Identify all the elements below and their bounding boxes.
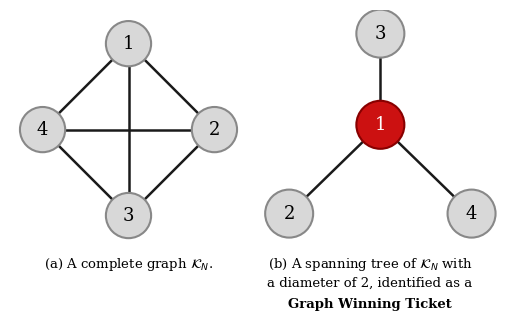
Text: (b) A spanning tree of $\mathcal{K}_N$ with: (b) A spanning tree of $\mathcal{K}_N$ w…: [268, 256, 472, 273]
Text: 4: 4: [37, 121, 48, 139]
Text: 1: 1: [123, 35, 134, 53]
Text: 2: 2: [284, 204, 295, 223]
Circle shape: [265, 189, 313, 237]
Text: 3: 3: [123, 206, 134, 225]
Text: 1: 1: [375, 116, 386, 134]
Circle shape: [106, 21, 151, 66]
Text: (a) A complete graph $\mathcal{K}_N$.: (a) A complete graph $\mathcal{K}_N$.: [44, 256, 213, 273]
Text: a diameter of 2, identified as a: a diameter of 2, identified as a: [267, 277, 473, 290]
Text: 3: 3: [375, 25, 386, 43]
Text: Graph Winning Ticket: Graph Winning Ticket: [288, 298, 452, 311]
Text: 4: 4: [466, 204, 477, 223]
Circle shape: [20, 107, 65, 152]
Circle shape: [448, 189, 495, 237]
Text: 2: 2: [209, 121, 220, 139]
Circle shape: [106, 193, 151, 238]
Circle shape: [356, 101, 405, 149]
Circle shape: [192, 107, 237, 152]
Circle shape: [356, 10, 405, 58]
